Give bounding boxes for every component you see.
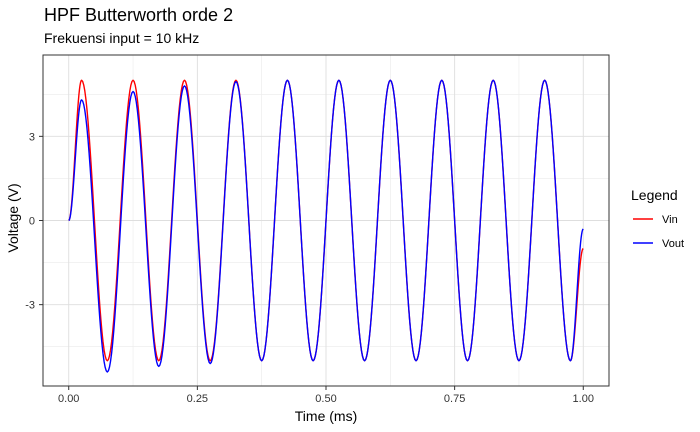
x-tick-label: 0.50 [315, 393, 336, 405]
x-tick-label: 0.00 [58, 393, 79, 405]
y-axis: -3 0 3 [25, 131, 43, 312]
x-tick-label: 1.00 [573, 393, 594, 405]
y-tick-label: -3 [25, 300, 35, 312]
legend: Legend Vin Vout [631, 187, 684, 250]
y-tick-label: 0 [29, 216, 35, 228]
x-axis-title: Time (ms) [295, 408, 357, 424]
x-tick-label: 0.25 [187, 393, 208, 405]
y-tick-label: 3 [29, 131, 35, 143]
y-axis-title: Voltage (V) [5, 183, 21, 252]
series-line-vout [68, 79, 584, 373]
x-tick-label: 0.75 [444, 393, 465, 405]
chart-title: HPF Butterworth orde 2 [44, 5, 233, 25]
legend-label-vout: Vout [662, 238, 684, 250]
chart-subtitle: Frekuensi input = 10 kHz [44, 30, 199, 46]
legend-items: Vin Vout [633, 214, 684, 250]
series-layer [68, 79, 584, 373]
legend-title: Legend [631, 187, 678, 203]
grid-major [43, 55, 609, 386]
legend-label-vin: Vin [662, 214, 678, 226]
x-axis: 0.00 0.25 0.50 0.75 1.00 [58, 386, 594, 405]
